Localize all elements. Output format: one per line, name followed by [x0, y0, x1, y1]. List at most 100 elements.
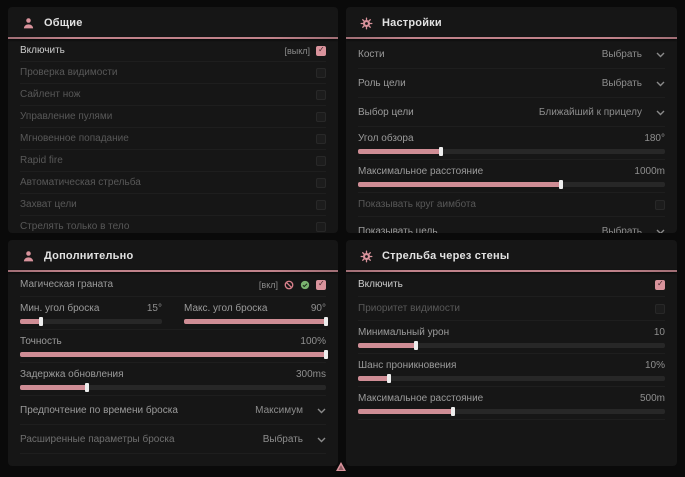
slider-label: Угол обзора [358, 133, 414, 144]
slider-track[interactable] [184, 317, 328, 326]
toggle-row-show-aimbot-circle[interactable]: Показывать круг аимбота [358, 193, 665, 217]
slider-track[interactable] [20, 383, 326, 392]
row-label: Проверка видимости [20, 67, 118, 78]
slider-value: 15° [146, 303, 162, 314]
checkbox[interactable] [655, 279, 665, 290]
row-label: Включить [20, 45, 65, 56]
slider-value: 10% [644, 360, 665, 371]
slider-track[interactable] [358, 407, 665, 416]
panel-general: Общие Включить [выкл] Проверка видимости… [8, 7, 338, 233]
slider-min-throw-angle[interactable]: Мин. угол броска 15° [20, 297, 162, 329]
panel-wallbang: Стрельба через стены Включить Приоритет … [346, 240, 677, 466]
slider-fill [358, 341, 419, 350]
slider-label: Точность [20, 336, 62, 347]
panel-title: Настройки [382, 17, 442, 29]
slider-label: Минимальный урон [358, 327, 450, 338]
slider-thumb[interactable] [85, 383, 90, 392]
slider-thumb[interactable] [558, 180, 563, 189]
toggle-row-instant-hit[interactable]: Мгновенное попадание [20, 128, 326, 150]
dropdown-row-show-target[interactable]: Показывать цель Выбрать [358, 217, 665, 233]
slider-fill [358, 374, 391, 383]
toggle-row-magic-grenade[interactable]: Магическая граната [вкл] [20, 273, 326, 297]
panel-general-header: Общие [8, 7, 338, 37]
panel-divider [8, 37, 338, 39]
checkbox[interactable] [316, 45, 326, 56]
toggle-row-enable[interactable]: Включить [358, 273, 665, 297]
row-label: Магическая граната [20, 279, 114, 290]
dropdown-value: Выбрать [262, 433, 303, 445]
slider-value: 100% [300, 336, 326, 347]
checkbox[interactable] [316, 177, 326, 188]
slider-track[interactable] [20, 350, 328, 359]
checkbox[interactable] [316, 67, 326, 78]
checkbox[interactable] [316, 199, 326, 210]
toggle-row-visibility-check[interactable]: Проверка видимости [20, 62, 326, 84]
checkbox[interactable] [316, 221, 326, 232]
toggle-row-bullet-control[interactable]: Управление пулями [20, 106, 326, 128]
dropdown-row-target-role[interactable]: Роль цели Выбрать [358, 69, 665, 98]
panel-divider [346, 37, 677, 39]
slider-penetration-chance[interactable]: Шанс проникновения 10% [358, 354, 665, 387]
slider-min-damage[interactable]: Минимальный урон 10 [358, 321, 665, 354]
row-label: Показывать круг аимбота [358, 199, 476, 210]
slider-thumb[interactable] [324, 317, 328, 326]
flag-off-icon[interactable] [284, 280, 294, 290]
panel-settings-header: Настройки [346, 7, 677, 37]
checkbox[interactable] [655, 303, 665, 314]
dropdown-row-target-choice[interactable]: Выбор цели Ближайший к прицелу [358, 98, 665, 127]
gear-icon [360, 250, 373, 263]
slider-track[interactable] [358, 180, 665, 189]
slider-value: 500m [639, 393, 665, 404]
slider-track[interactable] [358, 341, 665, 350]
chevron-down-icon [656, 103, 665, 121]
checkbox[interactable] [316, 133, 326, 144]
slider-label: Задержка обновления [20, 369, 124, 380]
slider-max-distance[interactable]: Максимальное расстояние 1000m [358, 160, 665, 193]
dropdown-value: Максимум [255, 404, 303, 416]
slider-fov[interactable]: Угол обзора 180° [358, 127, 665, 160]
row-label: Сайлент нож [20, 89, 81, 100]
chevron-down-icon [656, 45, 665, 63]
chevron-down-icon [656, 222, 665, 233]
dropdown-row-throw-time-pref[interactable]: Предпочтение по времени броска Максимум [20, 396, 326, 425]
slider-label: Шанс проникновения [358, 360, 457, 371]
row-label: Захват цели [20, 199, 77, 210]
slider-thumb[interactable] [438, 147, 443, 156]
row-label: Приоритет видимости [358, 303, 461, 314]
dropdown-row-bones[interactable]: Кости Выбрать [358, 40, 665, 69]
dropdown-value: Выбрать [601, 77, 642, 89]
dropdown-row-advanced-throw[interactable]: Расширенные параметры броска Выбрать [20, 425, 326, 454]
toggle-row-enable[interactable]: Включить [выкл] [20, 40, 326, 62]
slider-thumb[interactable] [324, 350, 328, 359]
panel-settings: Настройки Кости Выбрать Роль цели Выбрат… [346, 7, 677, 233]
slider-track[interactable] [20, 317, 162, 326]
panel-title: Дополнительно [44, 250, 134, 262]
toggle-row-body-only[interactable]: Стрелять только в тело [20, 216, 326, 233]
slider-accuracy[interactable]: Точность 100% [20, 330, 328, 363]
dropdown-value: Выбрать [601, 225, 642, 234]
toggle-row-auto-fire[interactable]: Автоматическая стрельба [20, 172, 326, 194]
bot-icon [22, 250, 35, 263]
slider-thumb[interactable] [39, 317, 44, 326]
slider-track[interactable] [358, 147, 665, 156]
checkbox[interactable] [316, 111, 326, 122]
slider-thumb[interactable] [451, 407, 456, 416]
toggle-row-target-lock[interactable]: Захват цели [20, 194, 326, 216]
slider-fill [20, 383, 90, 392]
slider-wall-max-distance[interactable]: Максимальное расстояние 500m [358, 387, 665, 420]
checkbox[interactable] [316, 89, 326, 100]
slider-fill [358, 147, 443, 156]
toggle-row-silent-knife[interactable]: Сайлент нож [20, 84, 326, 106]
slider-max-throw-angle[interactable]: Макс. угол броска 90° [184, 297, 328, 329]
slider-update-delay[interactable]: Задержка обновления 300ms [20, 363, 326, 396]
checkbox[interactable] [316, 155, 326, 166]
slider-thumb[interactable] [414, 341, 419, 350]
checkbox[interactable] [655, 199, 665, 210]
slider-track[interactable] [358, 374, 665, 383]
slider-thumb[interactable] [386, 374, 391, 383]
toggle-row-rapid-fire[interactable]: Rapid fire [20, 150, 326, 172]
checkbox[interactable] [316, 279, 326, 290]
toggle-row-visibility-priority[interactable]: Приоритет видимости [358, 297, 665, 321]
flag-on-icon[interactable] [300, 280, 310, 290]
row-label: Управление пулями [20, 111, 113, 122]
